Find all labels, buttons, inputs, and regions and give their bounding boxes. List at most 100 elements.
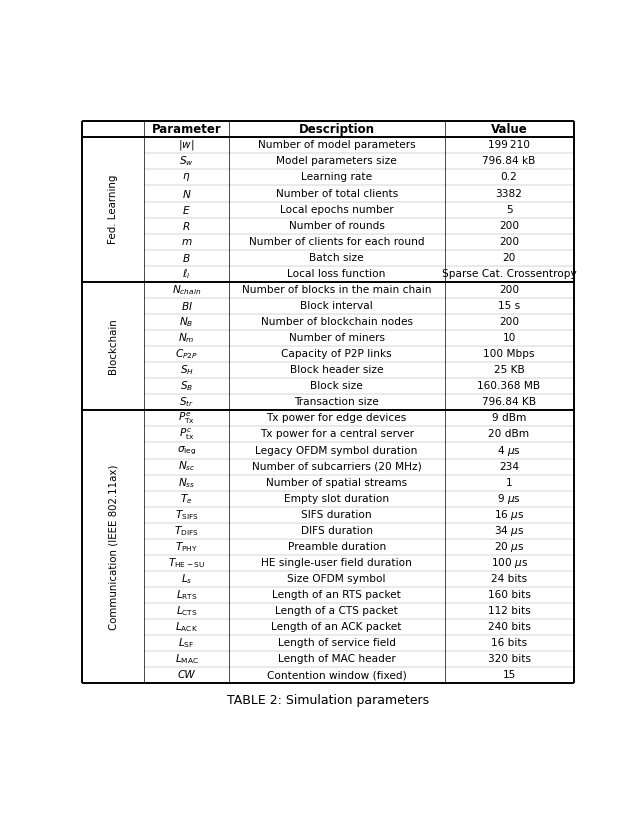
Text: 3382: 3382 <box>495 189 522 199</box>
Text: Number of total clients: Number of total clients <box>276 189 398 199</box>
Text: 199 210: 199 210 <box>488 140 530 150</box>
Text: Local epochs number: Local epochs number <box>280 205 394 214</box>
Text: Legacy OFDM symbol duration: Legacy OFDM symbol duration <box>255 446 418 455</box>
Text: $|w|$: $|w|$ <box>179 139 195 153</box>
Text: 0.2: 0.2 <box>500 172 517 182</box>
Text: Number of miners: Number of miners <box>289 333 385 343</box>
Text: $S_B$: $S_B$ <box>180 380 193 394</box>
Text: 16 bits: 16 bits <box>491 639 527 648</box>
Text: 320 bits: 320 bits <box>488 654 531 664</box>
Text: Preamble duration: Preamble duration <box>287 542 386 552</box>
Text: $C_{P2P}$: $C_{P2P}$ <box>175 347 198 361</box>
Text: $T_e$: $T_e$ <box>180 492 193 506</box>
Text: $T_{\mathrm{PHY}}$: $T_{\mathrm{PHY}}$ <box>175 540 198 554</box>
Text: $T_{\mathrm{SIFS}}$: $T_{\mathrm{SIFS}}$ <box>175 508 198 521</box>
Text: Number of clients for each round: Number of clients for each round <box>249 237 424 247</box>
Text: 1: 1 <box>506 478 513 488</box>
Text: 9 dBm: 9 dBm <box>492 413 526 423</box>
Text: HE single-user field duration: HE single-user field duration <box>261 558 412 568</box>
Text: Number of spatial streams: Number of spatial streams <box>266 478 407 488</box>
Text: Blockchain: Blockchain <box>109 318 118 374</box>
Text: 100 Mbps: 100 Mbps <box>483 349 535 359</box>
Text: Contention window (fixed): Contention window (fixed) <box>267 671 406 681</box>
Text: Model parameters size: Model parameters size <box>276 157 397 167</box>
Text: Tx power for a central server: Tx power for a central server <box>260 430 413 440</box>
Text: $L_{\mathrm{RTS}}$: $L_{\mathrm{RTS}}$ <box>176 588 198 602</box>
Text: $S_H$: $S_H$ <box>180 363 194 377</box>
Text: $T_{\mathrm{HE-SU}}$: $T_{\mathrm{HE-SU}}$ <box>168 556 205 570</box>
Text: $E$: $E$ <box>182 204 191 215</box>
Text: 4 $\mu$s: 4 $\mu$s <box>497 444 521 458</box>
Text: Capacity of P2P links: Capacity of P2P links <box>282 349 392 359</box>
Text: $L_{\mathrm{MAC}}$: $L_{\mathrm{MAC}}$ <box>175 653 198 667</box>
Text: Number of rounds: Number of rounds <box>289 220 385 231</box>
Text: Batch size: Batch size <box>309 252 364 263</box>
Text: Block header size: Block header size <box>290 365 383 375</box>
Text: Number of subcarriers (20 MHz): Number of subcarriers (20 MHz) <box>252 461 422 472</box>
Text: Transaction size: Transaction size <box>294 398 379 408</box>
Text: Length of a CTS packet: Length of a CTS packet <box>275 606 398 616</box>
Text: 16 $\mu$s: 16 $\mu$s <box>494 507 524 521</box>
Text: Local loss function: Local loss function <box>287 269 386 279</box>
Text: Size OFDM symbol: Size OFDM symbol <box>287 574 386 584</box>
Text: $P^e_{\mathrm{Tx}}$: $P^e_{\mathrm{Tx}}$ <box>178 411 195 426</box>
Text: Block interval: Block interval <box>300 301 373 311</box>
Text: Description: Description <box>299 123 374 136</box>
Text: Empty slot duration: Empty slot duration <box>284 493 389 504</box>
Text: TABLE 2: Simulation parameters: TABLE 2: Simulation parameters <box>227 695 429 707</box>
Text: SIFS duration: SIFS duration <box>301 510 372 520</box>
Text: 796.84 KB: 796.84 KB <box>482 398 536 408</box>
Text: Number of blockchain nodes: Number of blockchain nodes <box>260 317 413 327</box>
Text: $P^c_{\mathrm{tx}}$: $P^c_{\mathrm{tx}}$ <box>179 427 195 442</box>
Text: Communication (IEEE 802.11ax): Communication (IEEE 802.11ax) <box>109 464 118 629</box>
Text: Number of blocks in the main chain: Number of blocks in the main chain <box>242 285 431 295</box>
Text: Length of MAC header: Length of MAC header <box>278 654 396 664</box>
Text: Length of an RTS packet: Length of an RTS packet <box>272 590 401 600</box>
Text: Parameter: Parameter <box>152 123 221 136</box>
Text: $\sigma_{\mathrm{leg}}$: $\sigma_{\mathrm{leg}}$ <box>177 445 196 457</box>
Text: $S_{tr}$: $S_{tr}$ <box>179 395 194 409</box>
Text: 240 bits: 240 bits <box>488 622 531 632</box>
Text: 200: 200 <box>499 237 519 247</box>
Text: 200: 200 <box>499 285 519 295</box>
Text: $B$: $B$ <box>182 252 191 264</box>
Text: $BI$: $BI$ <box>180 300 193 312</box>
Text: 20 $\mu$s: 20 $\mu$s <box>494 540 524 554</box>
Text: 796.84 kB: 796.84 kB <box>483 157 536 167</box>
Text: 15: 15 <box>502 671 516 681</box>
Text: Length of an ACK packet: Length of an ACK packet <box>271 622 402 632</box>
Text: 234: 234 <box>499 461 519 472</box>
Text: Length of service field: Length of service field <box>278 639 396 648</box>
Text: 160.368 MB: 160.368 MB <box>477 381 541 391</box>
Text: $L_{\mathrm{SF}}$: $L_{\mathrm{SF}}$ <box>179 636 195 650</box>
Text: $N_{chain}$: $N_{chain}$ <box>172 283 201 297</box>
Text: $L_{\mathrm{ACK}}$: $L_{\mathrm{ACK}}$ <box>175 620 198 634</box>
Text: CW: CW <box>178 671 195 681</box>
Text: 200: 200 <box>499 220 519 231</box>
Text: $L_s$: $L_s$ <box>181 572 193 586</box>
Text: $\ell_i$: $\ell_i$ <box>182 267 191 280</box>
Text: 24 bits: 24 bits <box>491 574 527 584</box>
Text: 100 $\mu$s: 100 $\mu$s <box>490 556 527 570</box>
Text: Tx power for edge devices: Tx power for edge devices <box>266 413 407 423</box>
Text: $N_m$: $N_m$ <box>179 331 195 345</box>
Text: 34 $\mu$s: 34 $\mu$s <box>494 524 524 538</box>
Text: $N_{ss}$: $N_{ss}$ <box>178 476 195 489</box>
Text: Number of model parameters: Number of model parameters <box>258 140 415 150</box>
Text: Sparse Cat. Crossentropy: Sparse Cat. Crossentropy <box>442 269 577 279</box>
Text: $N_B$: $N_B$ <box>179 315 194 329</box>
Text: 20 dBm: 20 dBm <box>488 430 530 440</box>
Text: $S_w$: $S_w$ <box>179 154 194 168</box>
Text: 10: 10 <box>502 333 516 343</box>
Text: 160 bits: 160 bits <box>488 590 531 600</box>
Text: $L_{\mathrm{CTS}}$: $L_{\mathrm{CTS}}$ <box>176 604 198 618</box>
Text: 25 KB: 25 KB <box>493 365 524 375</box>
Text: Learning rate: Learning rate <box>301 172 372 182</box>
Text: $m$: $m$ <box>181 237 193 247</box>
Text: Fed. Learning: Fed. Learning <box>109 175 118 244</box>
Text: 9 $\mu$s: 9 $\mu$s <box>497 492 521 506</box>
Text: Value: Value <box>491 123 527 136</box>
Text: $\eta$: $\eta$ <box>182 172 191 183</box>
Text: 112 bits: 112 bits <box>488 606 531 616</box>
Text: 5: 5 <box>506 205 513 214</box>
